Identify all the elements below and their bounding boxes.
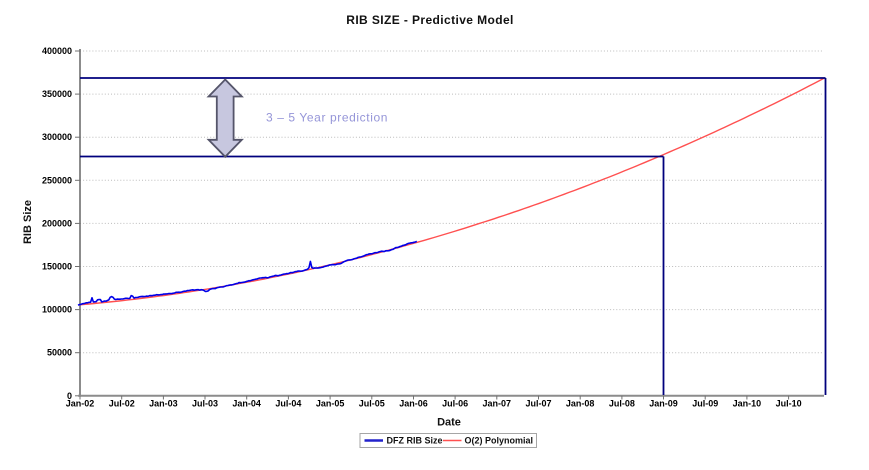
svg-text:200000: 200000 (42, 218, 72, 228)
svg-text:O(2) Polynomial: O(2) Polynomial (465, 436, 534, 446)
svg-text:Jul-09: Jul-09 (692, 399, 718, 409)
svg-text:Jul-05: Jul-05 (359, 399, 385, 409)
svg-text:0: 0 (67, 391, 72, 401)
svg-text:Jan-03: Jan-03 (149, 399, 178, 409)
svg-text:50000: 50000 (47, 348, 72, 358)
svg-text:150000: 150000 (42, 262, 72, 272)
svg-text:Jul-10: Jul-10 (776, 399, 802, 409)
svg-text:Jan-07: Jan-07 (483, 399, 512, 409)
svg-text:100000: 100000 (42, 305, 72, 315)
svg-text:Jan-02: Jan-02 (66, 399, 95, 409)
svg-text:Jan-06: Jan-06 (399, 399, 428, 409)
svg-text:Jul-07: Jul-07 (525, 399, 551, 409)
svg-text:350000: 350000 (42, 89, 72, 99)
svg-text:RIB Size: RIB Size (22, 200, 34, 244)
svg-text:Jul-04: Jul-04 (275, 399, 301, 409)
svg-text:3 – 5 Year prediction: 3 – 5 Year prediction (266, 111, 388, 125)
svg-text:400000: 400000 (42, 46, 72, 56)
svg-text:300000: 300000 (42, 132, 72, 142)
svg-text:Jul-03: Jul-03 (192, 399, 218, 409)
svg-text:DFZ RIB Size: DFZ RIB Size (387, 436, 443, 446)
svg-text:Jul-08: Jul-08 (609, 399, 635, 409)
svg-text:Jul-02: Jul-02 (109, 399, 135, 409)
svg-text:Jan-09: Jan-09 (649, 399, 678, 409)
svg-text:Jan-05: Jan-05 (316, 399, 345, 409)
svg-text:250000: 250000 (42, 175, 72, 185)
svg-text:Jan-04: Jan-04 (232, 399, 261, 409)
svg-text:Date: Date (437, 417, 461, 429)
svg-text:Jul-06: Jul-06 (442, 399, 468, 409)
svg-text:Jan-10: Jan-10 (733, 399, 762, 409)
svg-text:RIB SIZE - Predictive Model: RIB SIZE - Predictive Model (346, 13, 514, 27)
svg-text:Jan-08: Jan-08 (566, 399, 595, 409)
